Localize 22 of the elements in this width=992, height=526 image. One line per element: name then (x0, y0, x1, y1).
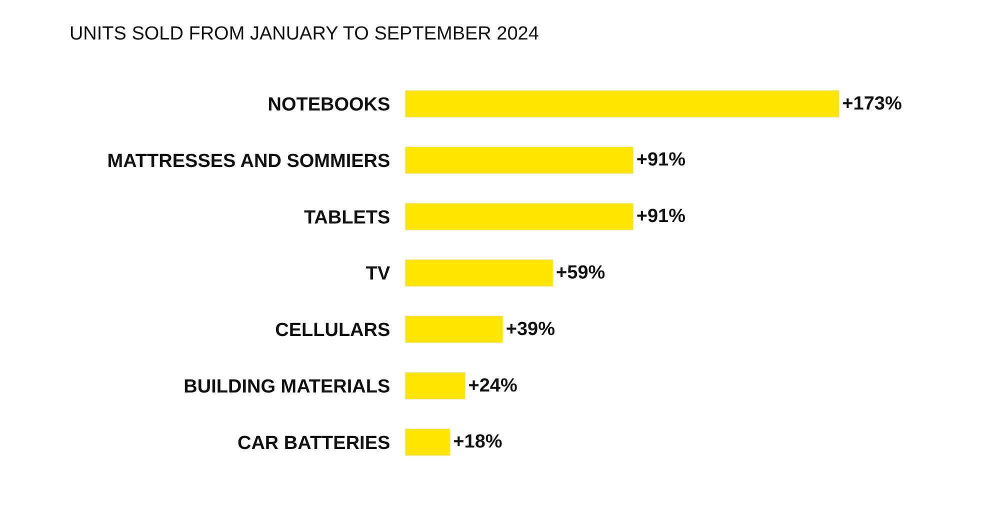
data-label: +59% (556, 262, 606, 284)
bar (405, 90, 840, 118)
chart-title: UNITS SOLD FROM JANUARY TO SEPTEMBER 2024 (69, 24, 540, 45)
bar (405, 259, 554, 287)
bar (405, 316, 504, 344)
bar (405, 372, 466, 400)
y-tick-label: CELLULARS (275, 320, 390, 342)
y-tick-label: CAR BATTERIES (237, 432, 390, 454)
y-tick-label: TV (366, 264, 391, 285)
bar (405, 428, 450, 456)
data-label: +173% (842, 93, 902, 114)
y-tick-label: NOTEBOOKS (268, 94, 390, 116)
data-label: +18% (453, 432, 502, 453)
data-label: +91% (636, 150, 686, 171)
y-tick-label: BUILDING MATERIALS (184, 376, 390, 398)
y-tick-label: MATTRESSES AND SOMMIERS (107, 150, 390, 172)
data-label: +39% (506, 318, 556, 340)
y-tick-label: TABLETS (304, 207, 390, 228)
bar (405, 146, 634, 174)
data-label: +91% (636, 206, 686, 228)
data-label: +24% (468, 375, 518, 396)
bar (405, 202, 634, 230)
